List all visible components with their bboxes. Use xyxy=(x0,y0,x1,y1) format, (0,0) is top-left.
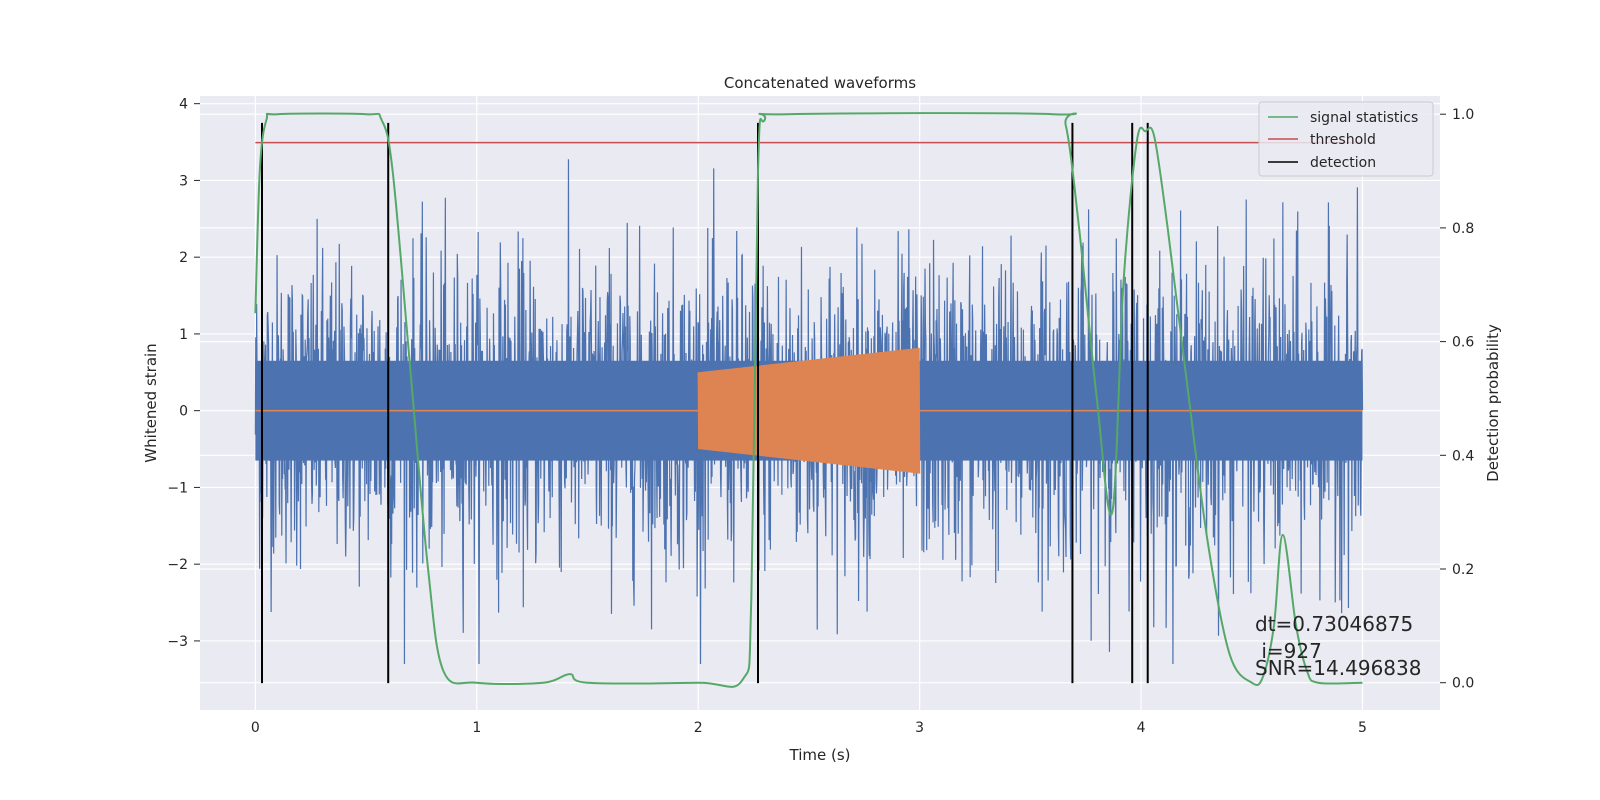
x-tick-label: 5 xyxy=(1358,720,1367,736)
y-axis-label: Whitened strain xyxy=(142,343,160,462)
annotation-snr: SNR=14.496838 xyxy=(1255,656,1421,680)
y2-tick-label: 0.0 xyxy=(1452,676,1474,692)
legend: signal statistics threshold detection xyxy=(1258,101,1434,177)
signal-statistics-line xyxy=(254,112,1363,688)
template-series xyxy=(255,347,1363,474)
y-tick-label: 4 xyxy=(179,97,188,113)
y2-tick-label: 0.8 xyxy=(1452,221,1474,237)
chart-title: Concatenated waveforms xyxy=(724,74,916,92)
y2-tick-label: 0.6 xyxy=(1452,335,1474,351)
legend-label-detection: detection xyxy=(1310,155,1376,171)
legend-box xyxy=(1258,101,1434,177)
legend-label-threshold: threshold xyxy=(1310,132,1376,148)
annotation: dt=0.73046875 i=927 SNR=14.496838 xyxy=(1255,612,1421,680)
y-tick-label: 3 xyxy=(179,173,188,189)
y-tick-label: −3 xyxy=(167,634,188,650)
y-axis-right: 0.0 0.2 0.4 0.6 0.8 1.0 xyxy=(1440,107,1474,692)
x-axis: 0 1 2 3 4 5 xyxy=(251,720,1367,736)
x-tick-label: 0 xyxy=(251,720,260,736)
y2-axis-label: Detection probability xyxy=(1484,324,1502,482)
annotation-index: i=927 xyxy=(1255,639,1322,663)
x-tick-label: 2 xyxy=(694,720,703,736)
y2-tick-label: 1.0 xyxy=(1452,107,1474,123)
y-tick-label: 1 xyxy=(179,327,188,343)
y-axis-left: −3 −2 −1 0 1 2 3 4 xyxy=(167,97,200,650)
x-axis-label: Time (s) xyxy=(789,746,851,764)
y-tick-label: −1 xyxy=(167,480,188,496)
annotation-dt: dt=0.73046875 xyxy=(1255,612,1413,636)
x-tick-label: 1 xyxy=(472,720,481,736)
y-tick-label: 2 xyxy=(179,250,188,266)
y-tick-label: −2 xyxy=(167,557,188,573)
y2-tick-label: 0.4 xyxy=(1452,448,1474,464)
signal-statistics-series xyxy=(254,112,1363,688)
template-chirp xyxy=(697,347,921,474)
legend-label-signal-statistics: signal statistics xyxy=(1310,110,1418,126)
x-tick-label: 3 xyxy=(915,720,924,736)
y-tick-label: 0 xyxy=(179,404,188,420)
y2-tick-label: 0.2 xyxy=(1452,562,1474,578)
x-tick-label: 4 xyxy=(1137,720,1146,736)
